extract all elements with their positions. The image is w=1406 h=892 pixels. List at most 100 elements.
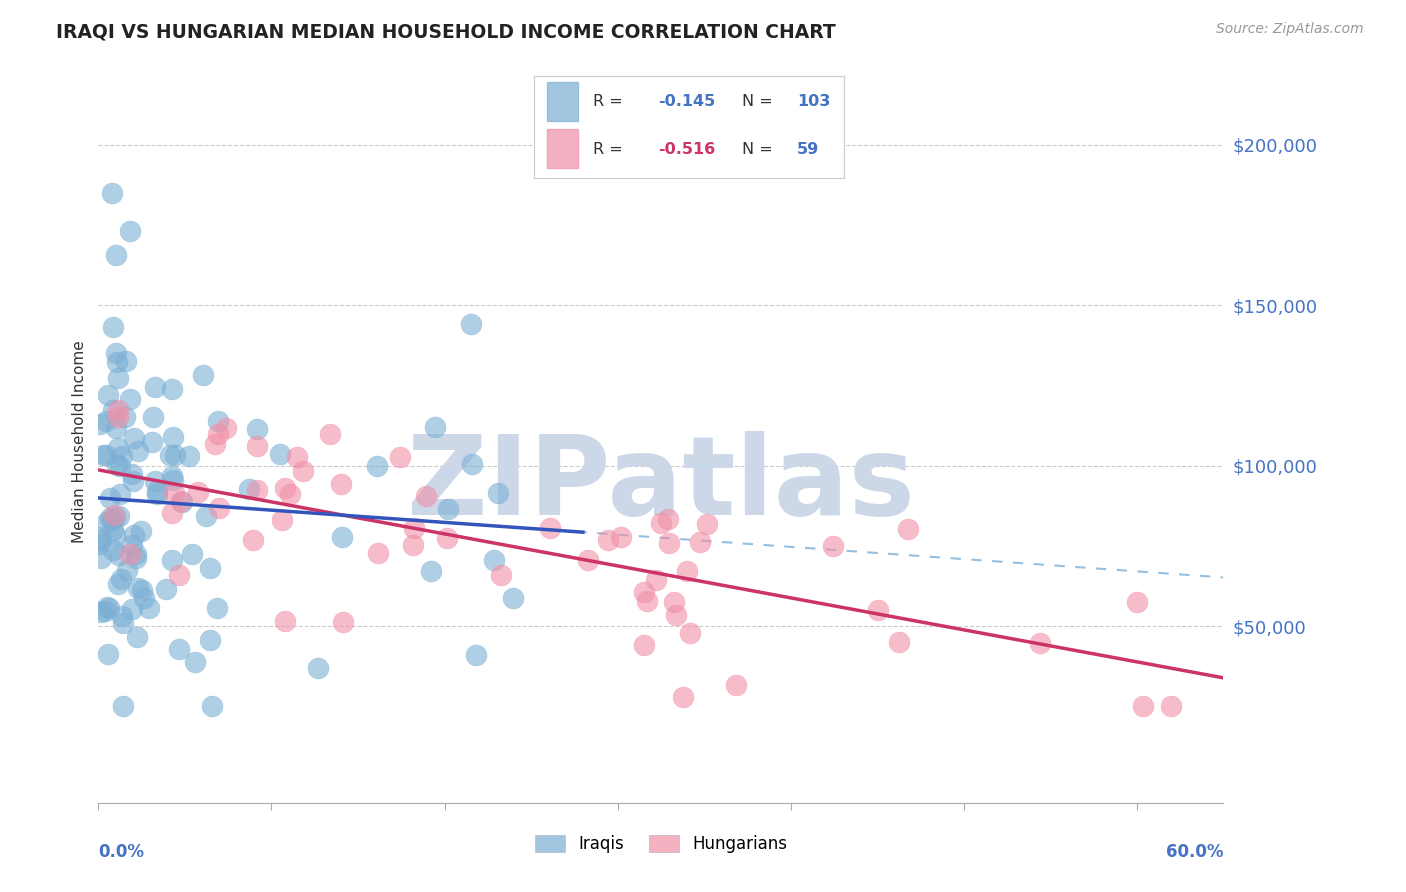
Point bbox=[94, 448, 117, 462]
Point bbox=[104, 248, 127, 262]
Point bbox=[110, 449, 132, 463]
Point bbox=[725, 677, 748, 691]
Point bbox=[274, 481, 297, 495]
Text: Source: ZipAtlas.com: Source: ZipAtlas.com bbox=[1216, 22, 1364, 37]
Point bbox=[110, 609, 132, 624]
Point bbox=[105, 458, 128, 473]
Point bbox=[141, 435, 163, 450]
Point bbox=[115, 354, 138, 368]
Point bbox=[402, 521, 425, 535]
Text: -0.516: -0.516 bbox=[658, 142, 716, 157]
Point bbox=[90, 533, 112, 547]
Point bbox=[98, 511, 121, 525]
Point bbox=[93, 604, 115, 618]
Point bbox=[163, 485, 186, 500]
Point bbox=[278, 487, 301, 501]
Point bbox=[633, 638, 655, 652]
Point bbox=[238, 482, 260, 496]
Point bbox=[436, 531, 458, 545]
Point bbox=[101, 186, 124, 200]
Point bbox=[111, 699, 134, 714]
Text: 59: 59 bbox=[797, 142, 820, 157]
Point bbox=[160, 382, 183, 396]
Point bbox=[138, 601, 160, 615]
Point bbox=[672, 690, 695, 704]
Point bbox=[460, 318, 482, 332]
Point bbox=[329, 476, 352, 491]
Point bbox=[101, 513, 124, 527]
Point bbox=[645, 574, 668, 588]
Point bbox=[89, 537, 111, 551]
Point bbox=[285, 450, 308, 464]
Point bbox=[98, 491, 121, 506]
Point bbox=[89, 417, 111, 432]
Point bbox=[887, 635, 910, 649]
Point bbox=[122, 432, 145, 446]
Point bbox=[242, 533, 264, 547]
Point bbox=[657, 512, 679, 526]
Text: N =: N = bbox=[741, 142, 778, 157]
Point bbox=[319, 426, 342, 441]
Point bbox=[127, 581, 149, 595]
Point bbox=[98, 601, 121, 615]
Point bbox=[125, 547, 148, 561]
Point bbox=[146, 484, 169, 499]
Point bbox=[115, 563, 138, 577]
Point bbox=[366, 459, 388, 474]
Point bbox=[389, 450, 412, 465]
Point bbox=[596, 533, 619, 548]
Point bbox=[114, 409, 136, 424]
Point bbox=[90, 551, 112, 566]
Point bbox=[207, 427, 229, 442]
Point bbox=[679, 625, 702, 640]
Point bbox=[1132, 699, 1154, 714]
Point bbox=[270, 513, 292, 527]
Point bbox=[159, 448, 181, 462]
Point bbox=[274, 614, 297, 628]
Bar bbox=[547, 129, 578, 168]
Point bbox=[97, 388, 120, 402]
Point bbox=[104, 528, 127, 542]
Point bbox=[269, 447, 291, 461]
Point bbox=[292, 464, 315, 478]
Point bbox=[107, 410, 129, 425]
Point bbox=[167, 568, 190, 582]
Point bbox=[155, 582, 177, 597]
Point bbox=[103, 524, 125, 538]
Point bbox=[162, 473, 184, 487]
Point bbox=[425, 419, 447, 434]
Point bbox=[1160, 699, 1182, 714]
Point bbox=[162, 430, 184, 444]
Point bbox=[415, 490, 437, 504]
Text: R =: R = bbox=[593, 142, 628, 157]
Point bbox=[96, 600, 118, 615]
Point bbox=[118, 392, 141, 406]
Point bbox=[486, 486, 509, 500]
Point bbox=[194, 508, 217, 523]
Point bbox=[104, 346, 127, 360]
Bar bbox=[547, 82, 578, 121]
Point bbox=[207, 414, 229, 428]
Point bbox=[823, 540, 845, 554]
Point bbox=[676, 564, 699, 578]
Point bbox=[89, 530, 111, 544]
Text: IRAQI VS HUNGARIAN MEDIAN HOUSEHOLD INCOME CORRELATION CHART: IRAQI VS HUNGARIAN MEDIAN HOUSEHOLD INCO… bbox=[56, 22, 837, 41]
Point bbox=[143, 380, 166, 394]
Point bbox=[307, 661, 329, 675]
Point bbox=[160, 469, 183, 483]
Point bbox=[633, 585, 655, 599]
Point bbox=[131, 582, 153, 597]
Point bbox=[167, 642, 190, 657]
Point bbox=[1029, 636, 1052, 650]
Point bbox=[664, 594, 686, 608]
Point bbox=[402, 538, 425, 552]
Point bbox=[208, 501, 231, 516]
Point bbox=[107, 508, 129, 523]
Point bbox=[866, 603, 889, 617]
Point bbox=[146, 487, 169, 501]
Point bbox=[187, 484, 209, 499]
Point bbox=[110, 572, 132, 586]
Point bbox=[246, 439, 269, 453]
Point bbox=[170, 494, 193, 508]
Point bbox=[132, 591, 155, 605]
